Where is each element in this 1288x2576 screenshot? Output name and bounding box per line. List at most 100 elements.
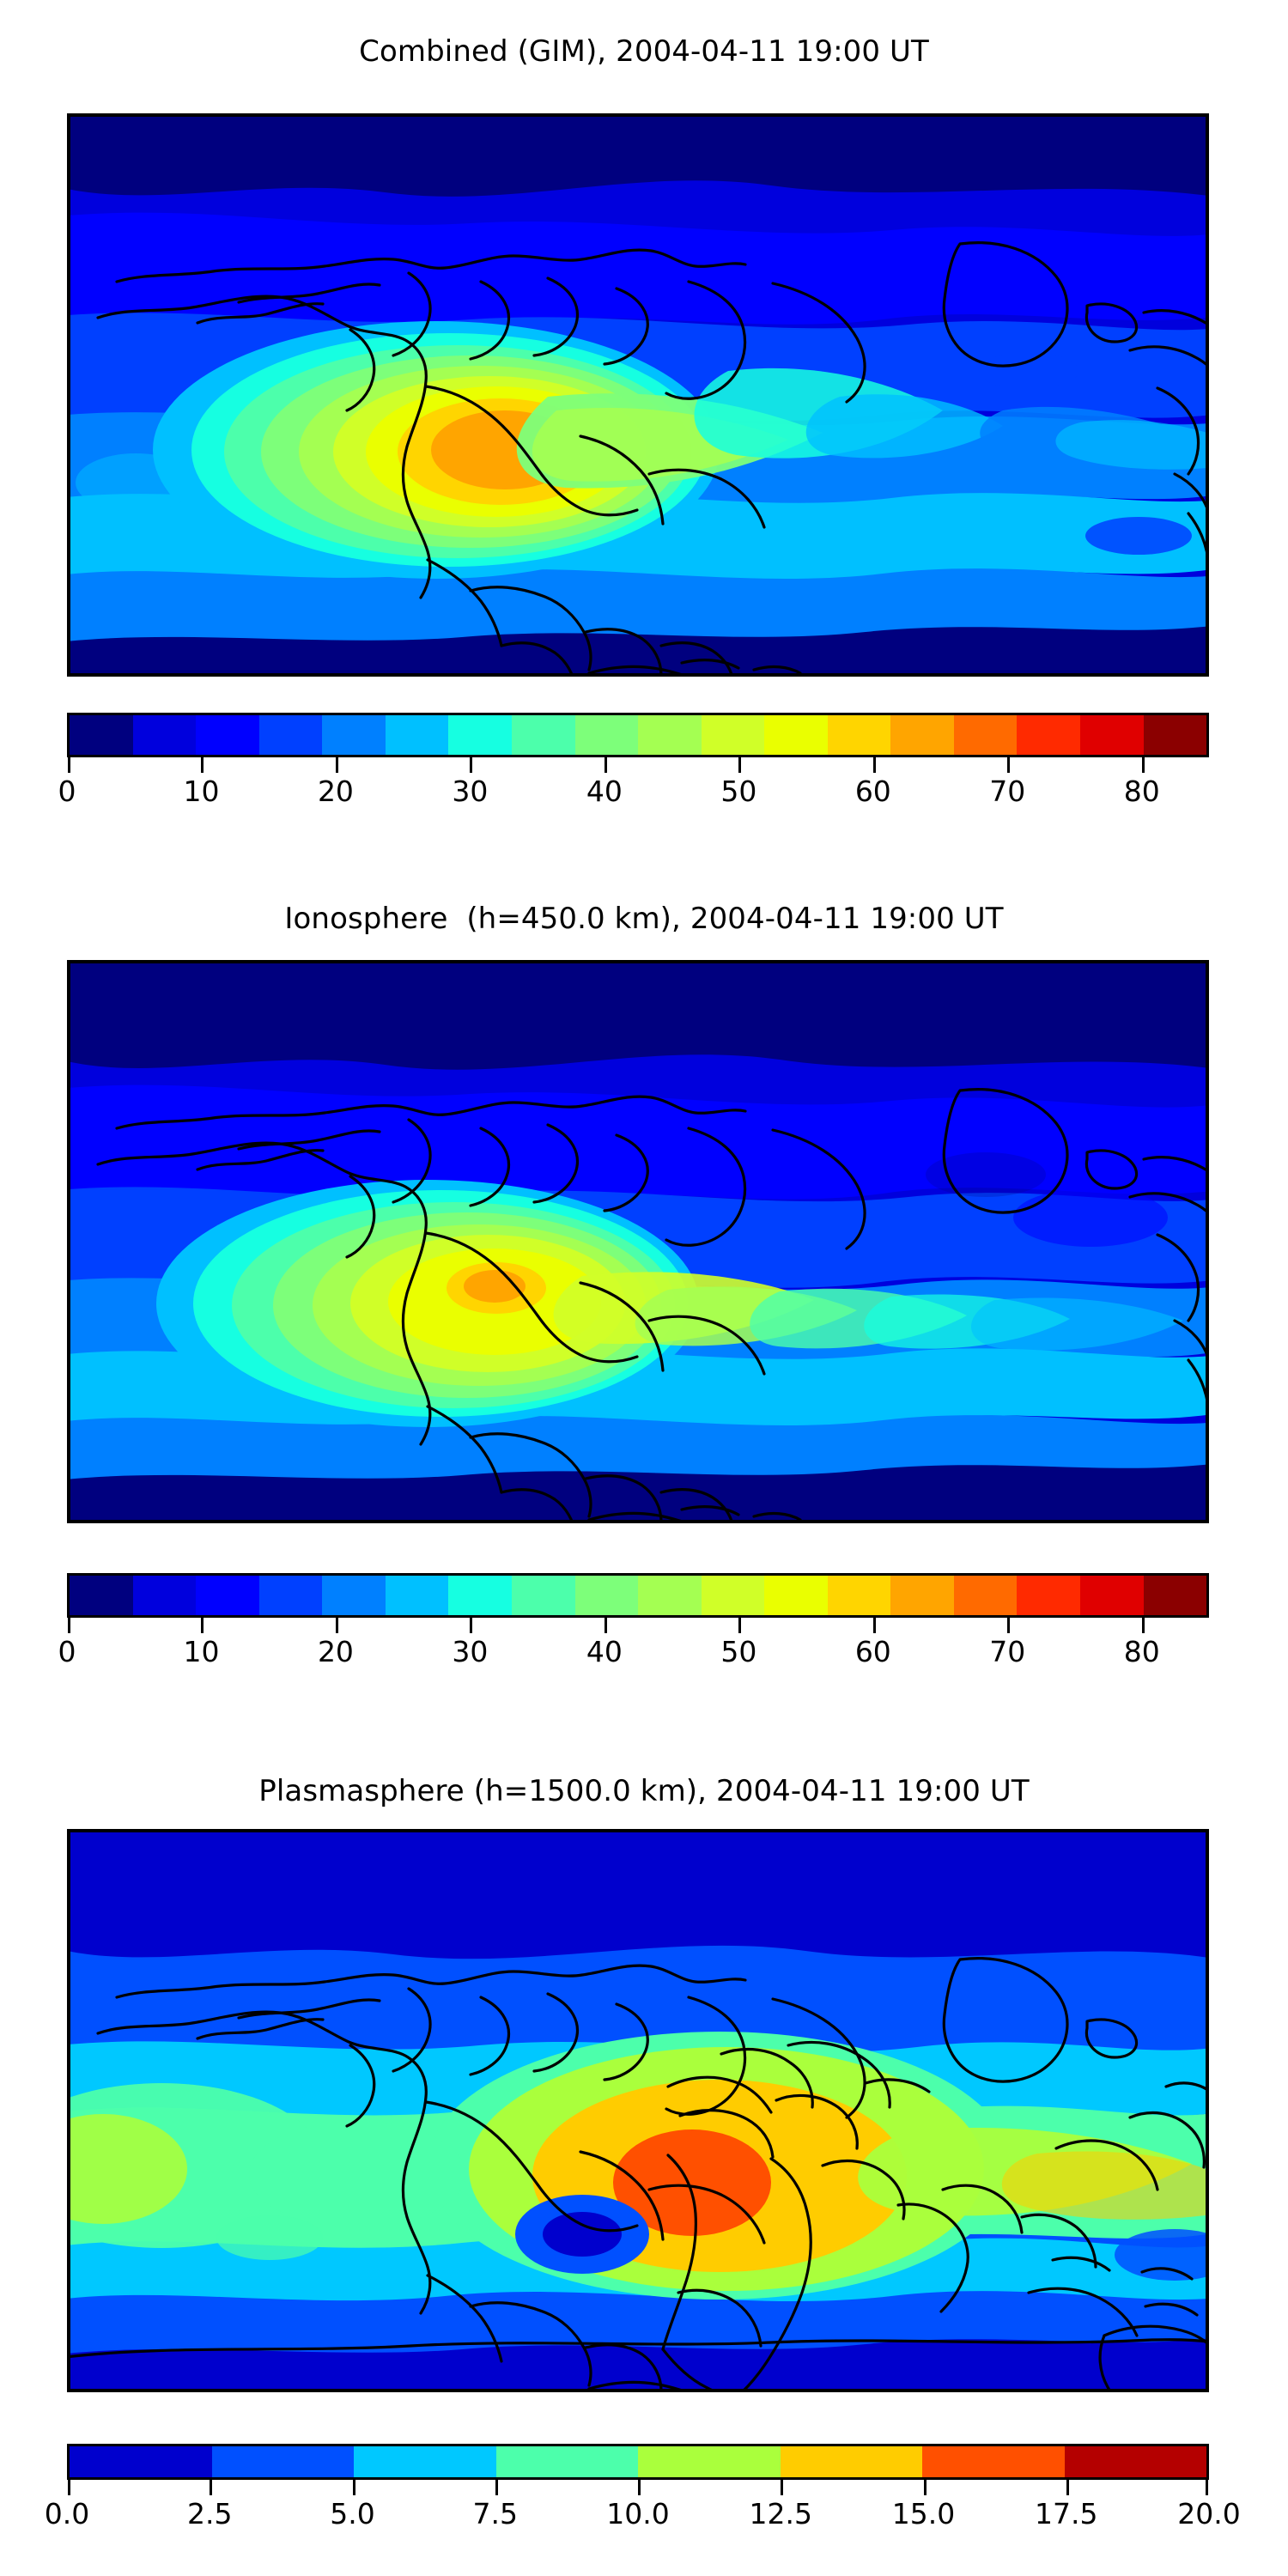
colorbar-band-6 — [922, 2446, 1065, 2477]
colorbar-tick-label-1: 2.5 — [187, 2497, 233, 2530]
panel-title-combined: Combined (GIM), 2004-04-11 19:00 UT — [359, 34, 929, 69]
colorbar-plasmasphere-labels: 0.0 2.5 5.0 7.5 10.0 12.5 15.0 17.5 20.0 — [45, 2497, 1241, 2535]
map-combined — [67, 113, 1209, 677]
colorbar-band-13 — [890, 715, 954, 755]
colorbar-band-14 — [953, 1576, 1018, 1615]
colorbar-band-17 — [1143, 1576, 1207, 1615]
colorbar-band-9 — [638, 1576, 702, 1615]
colorbar-tick-label-8: 20.0 — [1177, 2497, 1241, 2530]
colorbar-tick-7 — [1007, 1618, 1011, 1633]
colorbar-band-11 — [764, 1576, 828, 1615]
colorbar-band-3 — [495, 2446, 638, 2477]
colorbar-band-14 — [953, 715, 1018, 755]
colorbar-tick-1 — [210, 2480, 213, 2495]
colorbar-tick-label-6: 60 — [854, 1635, 891, 1668]
colorbar-tick-5 — [738, 1618, 742, 1633]
colorbar-tick-6 — [872, 757, 876, 773]
colorbar-tick-4 — [604, 1618, 607, 1633]
map-canvas-plasmasphere — [67, 1829, 1209, 2392]
colorbar-tick-8 — [1206, 2480, 1208, 2495]
colorbar-band-2 — [354, 2446, 496, 2477]
map-plasmasphere — [67, 1829, 1209, 2392]
colorbar-band-0 — [70, 2446, 212, 2477]
colorbar-tick-label-5: 50 — [720, 775, 757, 808]
colorbar-band-12 — [827, 1576, 891, 1615]
colorbar-band-13 — [890, 1576, 954, 1615]
colorbar-tick-label-5: 50 — [720, 1635, 757, 1668]
colorbar-plasmasphere-gradient — [67, 2444, 1209, 2480]
colorbar-band-15 — [1017, 715, 1080, 755]
colorbar-tick-label-5: 12.5 — [749, 2497, 812, 2530]
colorbar-tick-label-3: 30 — [452, 775, 489, 808]
colorbar-tick-label-2: 20 — [317, 1635, 354, 1668]
colorbar-tick-0 — [68, 1618, 70, 1633]
colorbar-tick-7 — [1066, 2480, 1069, 2495]
colorbar-band-16 — [1080, 715, 1144, 755]
map-canvas-combined — [67, 113, 1209, 677]
colorbar-tick-label-8: 80 — [1123, 1635, 1160, 1668]
coastlines-plasmasphere — [67, 1957, 1209, 2392]
colorbar-band-15 — [1017, 1576, 1080, 1615]
colorbar-ionosphere-ticks — [67, 1618, 1209, 1633]
colorbar-tick-label-0: 0 — [58, 1635, 76, 1668]
colorbar-tick-label-7: 70 — [989, 775, 1026, 808]
colorbar-combined-labels: 0 10 20 30 40 50 60 70 80 — [58, 775, 1209, 812]
colorbar-tick-label-7: 17.5 — [1035, 2497, 1098, 2530]
colorbar-tick-3 — [495, 2480, 498, 2495]
contour-fill-plasmasphere — [67, 1829, 1209, 2392]
colorbar-tick-label-4: 40 — [586, 1635, 623, 1668]
colorbar-band-9 — [638, 715, 702, 755]
colorbar-band-0 — [70, 1576, 133, 1615]
colorbar-tick-label-0: 0 — [58, 775, 76, 808]
colorbar-tick-label-8: 80 — [1123, 775, 1160, 808]
contour-fill-combined — [67, 113, 1209, 677]
colorbar-band-3 — [258, 715, 323, 755]
colorbar-ionosphere: 0 10 20 30 40 50 60 70 80 — [58, 1573, 1209, 1693]
colorbar-tick-2 — [335, 1618, 338, 1633]
colorbar-tick-label-1: 10 — [183, 1635, 220, 1668]
colorbar-band-17 — [1143, 715, 1207, 755]
colorbar-band-7 — [511, 715, 575, 755]
colorbar-band-12 — [827, 715, 891, 755]
colorbar-band-10 — [701, 715, 765, 755]
colorbar-band-5 — [385, 715, 449, 755]
colorbar-tick-label-4: 10.0 — [606, 2497, 670, 2530]
colorbar-tick-6 — [923, 2480, 927, 2495]
colorbar-tick-0 — [68, 2480, 70, 2495]
colorbar-band-2 — [196, 715, 259, 755]
contour-fill-ionosphere — [67, 960, 1209, 1523]
colorbar-band-7 — [511, 1576, 575, 1615]
colorbar-tick-3 — [470, 757, 473, 773]
colorbar-tick-label-4: 40 — [586, 775, 623, 808]
colorbar-band-6 — [448, 715, 512, 755]
colorbar-combined-ticks — [67, 757, 1209, 773]
colorbar-band-5 — [385, 1576, 449, 1615]
colorbar-band-7 — [1064, 2446, 1206, 2477]
coastlines-combined — [96, 241, 1209, 677]
map-canvas-ionosphere — [67, 960, 1209, 1523]
colorbar-tick-label-2: 5.0 — [330, 2497, 375, 2530]
colorbar-tick-2 — [335, 757, 338, 773]
map-ionosphere — [67, 960, 1209, 1523]
colorbar-tick-0 — [68, 757, 70, 773]
colorbar-band-1 — [211, 2446, 354, 2477]
colorbar-tick-label-3: 30 — [452, 1635, 489, 1668]
colorbar-band-16 — [1080, 1576, 1144, 1615]
colorbar-tick-label-2: 20 — [317, 775, 354, 808]
colorbar-band-10 — [701, 1576, 765, 1615]
colorbar-band-5 — [780, 2446, 922, 2477]
panel-plasmasphere: Plasmasphere (h=1500.0 km), 2004-04-11 1… — [0, 1743, 1288, 2576]
colorbar-combined: 0 10 20 30 40 50 60 70 80 — [58, 713, 1209, 833]
colorbar-tick-label-0: 0.0 — [44, 2497, 90, 2530]
colorbar-band-4 — [322, 715, 386, 755]
colorbar-tick-8 — [1141, 1618, 1145, 1633]
colorbar-band-0 — [70, 715, 133, 755]
panel-title-plasmasphere: Plasmasphere (h=1500.0 km), 2004-04-11 1… — [258, 1774, 1030, 1808]
colorbar-band-2 — [196, 1576, 259, 1615]
colorbar-tick-label-3: 7.5 — [472, 2497, 518, 2530]
colorbar-band-6 — [448, 1576, 512, 1615]
colorbar-band-4 — [322, 1576, 386, 1615]
panel-ionosphere: Ionosphere (h=450.0 km), 2004-04-11 19:0… — [0, 867, 1288, 1743]
colorbar-plasmasphere-ticks — [67, 2480, 1209, 2495]
